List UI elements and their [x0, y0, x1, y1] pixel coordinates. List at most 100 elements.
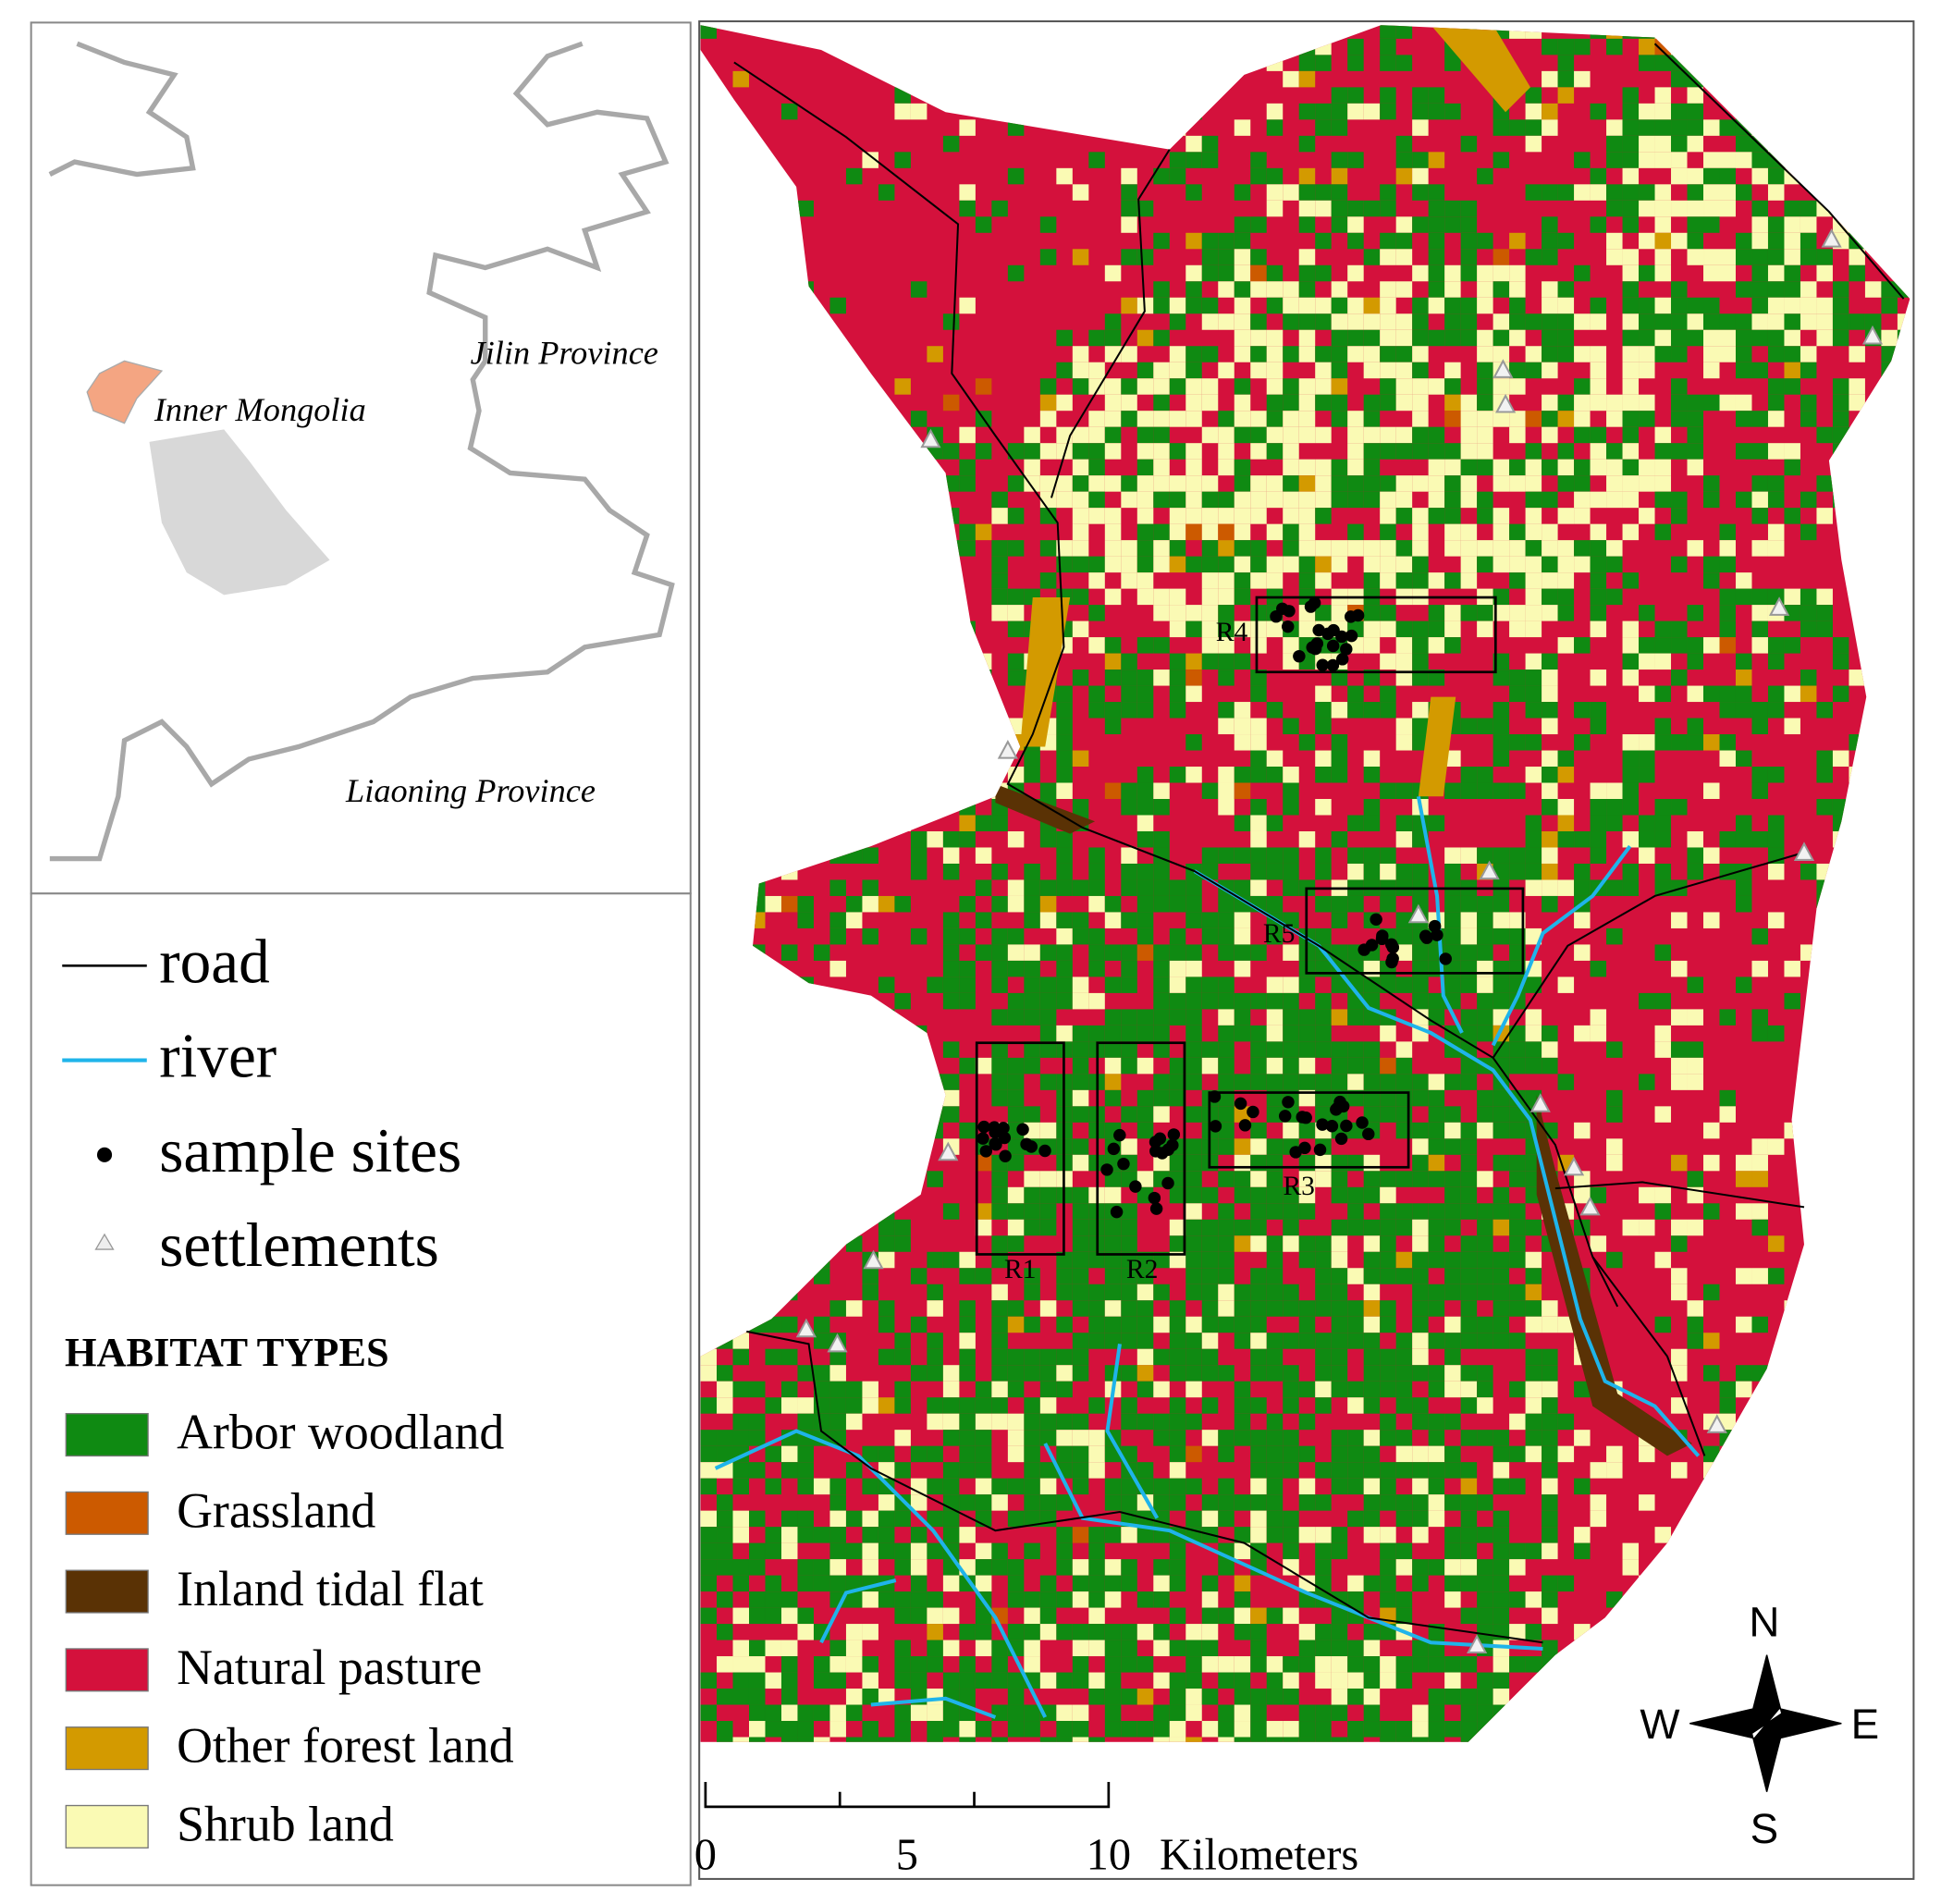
habitat-cell: [1331, 1251, 1348, 1269]
habitat-cell: [1816, 25, 1833, 39]
habitat-cell: [1671, 232, 1688, 250]
habitat-cell: [1185, 232, 1202, 250]
habitat-cell: [1331, 1672, 1348, 1689]
habitat-cell: [959, 815, 976, 831]
habitat-cell: [1039, 1381, 1057, 1398]
habitat-cell: [845, 669, 863, 686]
habitat-cell: [1671, 637, 1688, 654]
habitat-cell: [1380, 25, 1396, 39]
habitat-cell: [1185, 1413, 1202, 1431]
habitat-cell: [813, 1154, 830, 1172]
habitat-cell: [1444, 605, 1461, 621]
habitat-cell: [748, 1656, 766, 1673]
habitat-cell: [1298, 313, 1316, 330]
habitat-cell: [1719, 1009, 1736, 1026]
habitat-cell: [1039, 540, 1057, 557]
scale-unit: Kilometers: [1160, 1830, 1358, 1879]
habitat-cell: [1266, 1527, 1284, 1543]
sample-site: [1167, 1128, 1181, 1141]
habitat-cell: [1444, 491, 1461, 509]
habitat-cell: [1088, 847, 1105, 864]
habitat-cell: [1816, 895, 1833, 913]
habitat-cell: [1363, 297, 1381, 314]
habitat-cell: [1735, 1689, 1752, 1705]
habitat-cell: [1849, 1640, 1865, 1657]
habitat-cell: [1832, 55, 1849, 71]
habitat-cell: [1412, 1348, 1429, 1366]
habitat-cell: [1039, 475, 1057, 492]
habitat-cell: [1201, 152, 1219, 168]
habitat-cell: [1460, 1575, 1478, 1592]
habitat-cell: [894, 1397, 911, 1414]
habitat-cell: [797, 1154, 814, 1172]
habitat-cell: [1412, 863, 1429, 880]
habitat-cell: [1444, 637, 1461, 654]
habitat-cell: [1331, 1057, 1348, 1075]
habitat-cell: [1735, 879, 1752, 896]
habitat-cell: [1654, 152, 1672, 168]
habitat-cell: [910, 830, 928, 848]
habitat-cell: [1428, 1300, 1445, 1317]
habitat-cell: [1250, 767, 1267, 783]
habitat-cell: [1266, 491, 1284, 509]
habitat-cell: [1121, 944, 1137, 961]
habitat-cell: [894, 669, 911, 686]
habitat-cell: [1218, 459, 1235, 476]
habitat-cell: [1315, 1656, 1332, 1673]
habitat-cell: [1590, 459, 1607, 476]
study-region: [1255, 596, 1497, 674]
habitat-cell: [1428, 184, 1445, 201]
habitat-cell: [1590, 1462, 1607, 1479]
habitat-cell: [1234, 1171, 1251, 1187]
habitat-cell: [1024, 879, 1040, 896]
habitat-cell: [1784, 200, 1800, 217]
habitat-cell: [1185, 767, 1202, 783]
habitat-cell: [1542, 702, 1558, 719]
habitat-cell: [1832, 977, 1849, 993]
habitat-cell: [1250, 1186, 1267, 1204]
habitat-cell: [991, 200, 1008, 217]
habitat-cell: [910, 702, 928, 719]
habitat-cell: [765, 216, 781, 233]
habitat-cell: [780, 588, 798, 606]
habitat-cell: [1832, 87, 1849, 104]
habitat-cell: [1428, 1445, 1445, 1463]
habitat-cell: [1315, 895, 1332, 913]
habitat-cell: [1121, 685, 1137, 703]
habitat-cell: [1088, 152, 1105, 168]
habitat-cell: [1542, 70, 1558, 88]
habitat-cell: [1234, 1154, 1251, 1172]
habitat-cell: [1574, 1542, 1591, 1560]
habitat-cell: [1121, 297, 1137, 314]
habitat-cell: [748, 1430, 766, 1446]
habitat-cell: [1639, 992, 1655, 1010]
habitat-cell: [1121, 1284, 1137, 1301]
habitat-cell: [1347, 55, 1364, 71]
habitat-cell: [1477, 1089, 1493, 1107]
habitat-cell: [1703, 1478, 1720, 1495]
habitat-cell: [1412, 443, 1429, 460]
habitat-cell: [1542, 329, 1558, 347]
habitat-cell: [748, 1041, 766, 1058]
habitat-cell: [1331, 297, 1348, 314]
habitat-cell: [1767, 523, 1785, 541]
habitat-cell: [878, 1138, 895, 1155]
habitat-cell: [780, 1348, 798, 1366]
habitat-cell: [1574, 475, 1591, 492]
habitat-cell: [1542, 847, 1558, 864]
habitat-cell: [1072, 1333, 1089, 1349]
habitat-cell: [1121, 1413, 1137, 1431]
habitat-cell: [1687, 426, 1704, 444]
habitat-cell: [748, 718, 766, 735]
habitat-cell: [1347, 1057, 1364, 1075]
habitat-cell: [1444, 459, 1461, 476]
habitat-cell: [942, 135, 960, 153]
habitat-cell: [1460, 847, 1478, 864]
habitat-cell: [1201, 426, 1219, 444]
habitat-cell: [845, 411, 863, 427]
habitat-cell: [1266, 1089, 1284, 1107]
habitat-cell: [1072, 346, 1089, 362]
habitat-cell: [813, 426, 830, 444]
habitat-cell: [1412, 1154, 1429, 1172]
